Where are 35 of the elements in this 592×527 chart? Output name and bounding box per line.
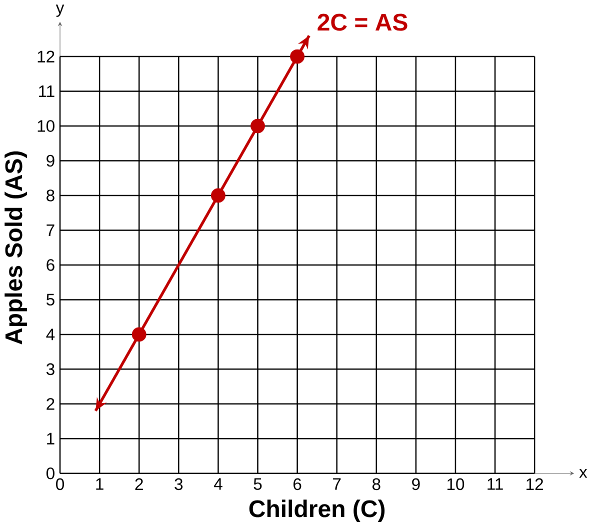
point — [132, 327, 146, 342]
x-tick-label: 2 — [135, 478, 143, 490]
x-tick-label: 6 — [294, 478, 302, 490]
y-tick-label: 3 — [46, 363, 54, 376]
point — [290, 49, 305, 64]
series-label: 2C = AS — [318, 14, 408, 31]
y-tick-label: 0 — [46, 468, 54, 480]
point — [250, 118, 265, 134]
y-tick-label: 9 — [46, 155, 54, 167]
x-tick-label: 0 — [56, 478, 64, 490]
x-axis-title: Children (C) — [249, 500, 385, 522]
y-tick-label: 11 — [39, 86, 54, 98]
y-tick-label: 6 — [46, 259, 54, 272]
y-tick-label: 12 — [38, 50, 54, 63]
y-tick-label: 10 — [38, 120, 54, 132]
x-tick-label: 11 — [488, 478, 503, 490]
text: x — [579, 469, 588, 478]
x-tick-label: 5 — [254, 478, 262, 490]
x-tick-label: 10 — [447, 478, 464, 490]
x-tick-label: 8 — [372, 478, 380, 490]
y-tick-label: 1 — [47, 433, 54, 445]
x-tick-label: 12 — [526, 478, 544, 490]
x-tick-label: 4 — [214, 478, 222, 490]
x-tick-label: 3 — [174, 478, 183, 490]
text: y — [56, 4, 64, 18]
x-tick-label: 9 — [412, 478, 420, 490]
y-tick-label: 2 — [46, 398, 54, 410]
y-tick-label: 4 — [46, 328, 55, 340]
y-tick-label: 8 — [46, 190, 54, 202]
y-tick-label: 5 — [46, 294, 54, 306]
x-tick-label: 7 — [333, 478, 341, 490]
x-tick-label: 1 — [96, 478, 104, 490]
y-axis-title: Apples Sold (AS) — [4, 152, 28, 345]
point — [210, 188, 226, 203]
y-tick-label: 7 — [46, 224, 54, 236]
